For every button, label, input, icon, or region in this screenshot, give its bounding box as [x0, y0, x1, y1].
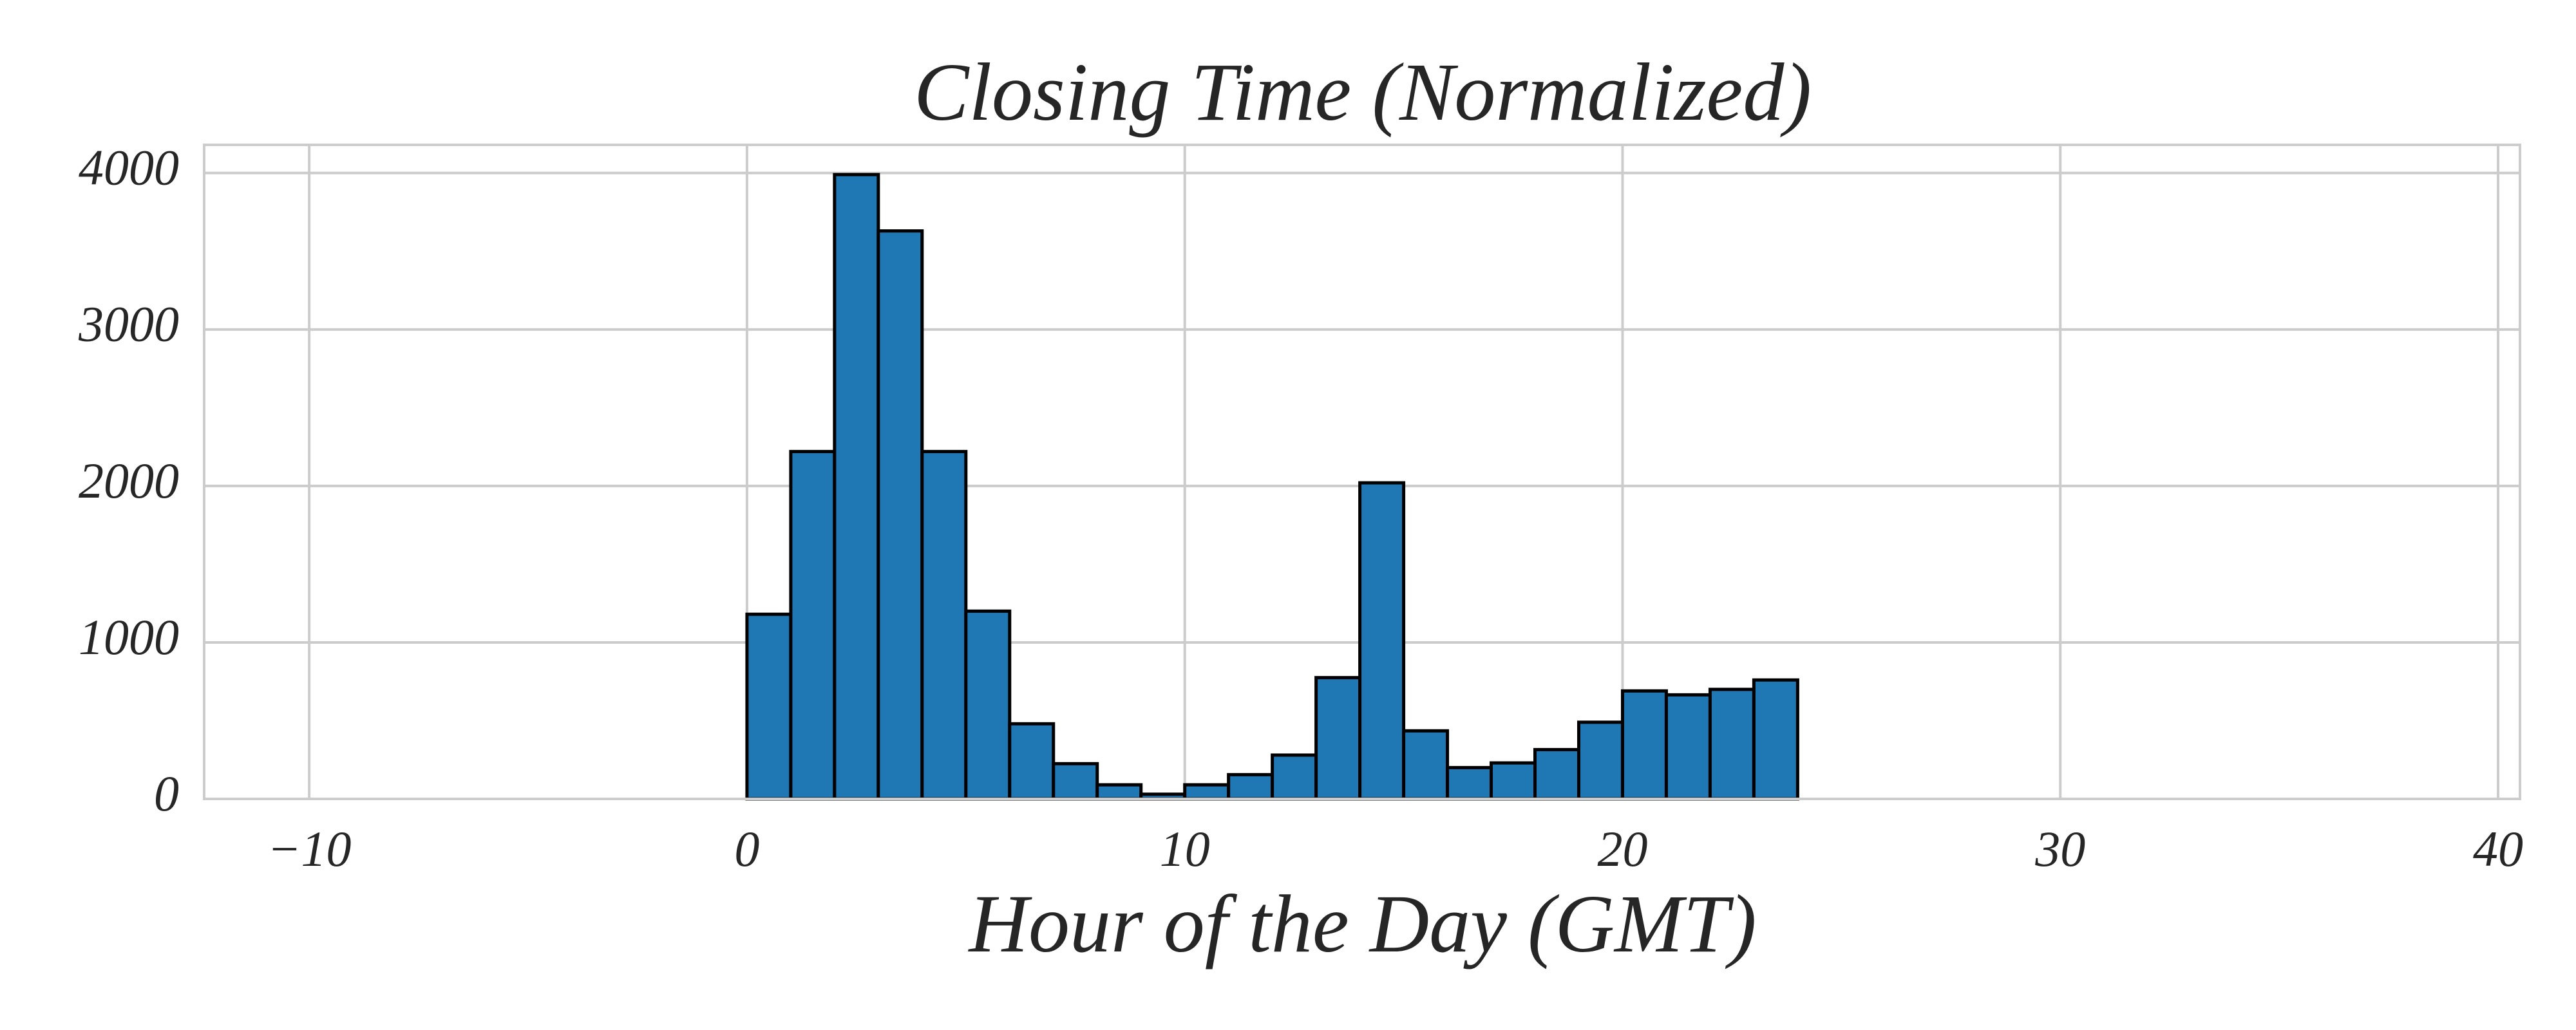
bar-27 — [1490, 761, 1537, 801]
histogram-bars — [745, 173, 1799, 801]
x-tick-label-3: 20 — [1597, 821, 1647, 877]
plot-frame — [203, 144, 2521, 800]
bar-12 — [833, 173, 880, 801]
y-tick-label-3: 3000 — [78, 296, 179, 352]
bar-32 — [1708, 688, 1756, 801]
bar-11 — [789, 449, 837, 801]
x-axis-label: Hour of the Day (GMT) — [968, 878, 1757, 969]
bar-23 — [1314, 676, 1362, 801]
bar-17 — [1052, 762, 1099, 801]
bar-16 — [1008, 722, 1056, 801]
bar-14 — [920, 449, 968, 801]
bar-13 — [876, 229, 924, 801]
y-tick-label-2: 2000 — [79, 453, 179, 509]
x-tick-label-1: 0 — [734, 821, 759, 877]
bar-22 — [1271, 753, 1318, 801]
bar-29 — [1577, 720, 1624, 801]
bar-15 — [964, 609, 1012, 801]
bar-25 — [1402, 729, 1450, 801]
bar-28 — [1533, 747, 1580, 801]
x-tick-label-2: 10 — [1160, 821, 1210, 877]
y-tick-label-1: 1000 — [79, 609, 179, 665]
x-tick-label-5: 40 — [2473, 821, 2523, 877]
bar-10 — [745, 612, 793, 801]
x-tick-label-4: 30 — [2034, 821, 2085, 877]
bar-18 — [1095, 783, 1143, 801]
y-tick-label-0: 0 — [154, 765, 179, 821]
bar-26 — [1446, 765, 1493, 801]
bar-21 — [1227, 772, 1274, 801]
bar-31 — [1664, 693, 1712, 801]
bar-30 — [1620, 689, 1668, 801]
bar-33 — [1752, 678, 1799, 801]
bar-20 — [1183, 783, 1231, 801]
x-tick-label-0: −10 — [267, 821, 352, 877]
chart-title: Closing Time (Normalized) — [914, 46, 1812, 138]
y-axis-ticks: 0 1000 2000 3000 4000 — [78, 140, 179, 821]
x-axis-ticks: −10 0 10 20 30 40 — [267, 821, 2523, 877]
y-tick-label-4: 4000 — [79, 140, 179, 196]
bar-24 — [1358, 481, 1406, 801]
